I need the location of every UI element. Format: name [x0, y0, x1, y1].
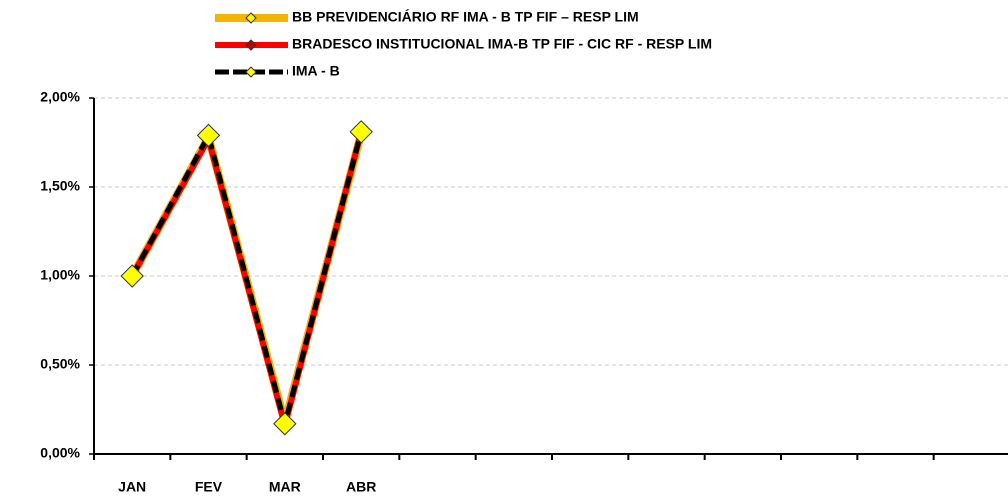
y-tick-label: 1,50%: [40, 178, 80, 194]
marker: [120, 264, 144, 288]
x-tick-label: FEV: [195, 479, 223, 495]
marker: [349, 120, 373, 144]
x-tick-label: MAR: [269, 479, 301, 495]
legend-label: BRADESCO INSTITUCIONAL IMA-B TP FIF - CI…: [292, 36, 712, 52]
x-tick-label: ABR: [346, 479, 376, 495]
legend-marker: [245, 39, 257, 51]
y-tick-label: 2,00%: [40, 89, 80, 105]
legend-label: IMA - B: [292, 63, 340, 79]
y-tick-label: 1,00%: [40, 267, 80, 283]
y-tick-label: 0,50%: [40, 356, 80, 372]
marker: [273, 412, 297, 436]
legend-marker: [245, 12, 257, 24]
legend-marker: [245, 66, 257, 78]
legend-label: BB PREVIDENCIÁRIO RF IMA - B TP FIF – RE…: [292, 9, 639, 25]
x-tick-label: JAN: [118, 479, 146, 495]
series-line: [129, 131, 364, 427]
y-tick-label: 0,00%: [40, 445, 80, 461]
marker: [196, 123, 221, 148]
